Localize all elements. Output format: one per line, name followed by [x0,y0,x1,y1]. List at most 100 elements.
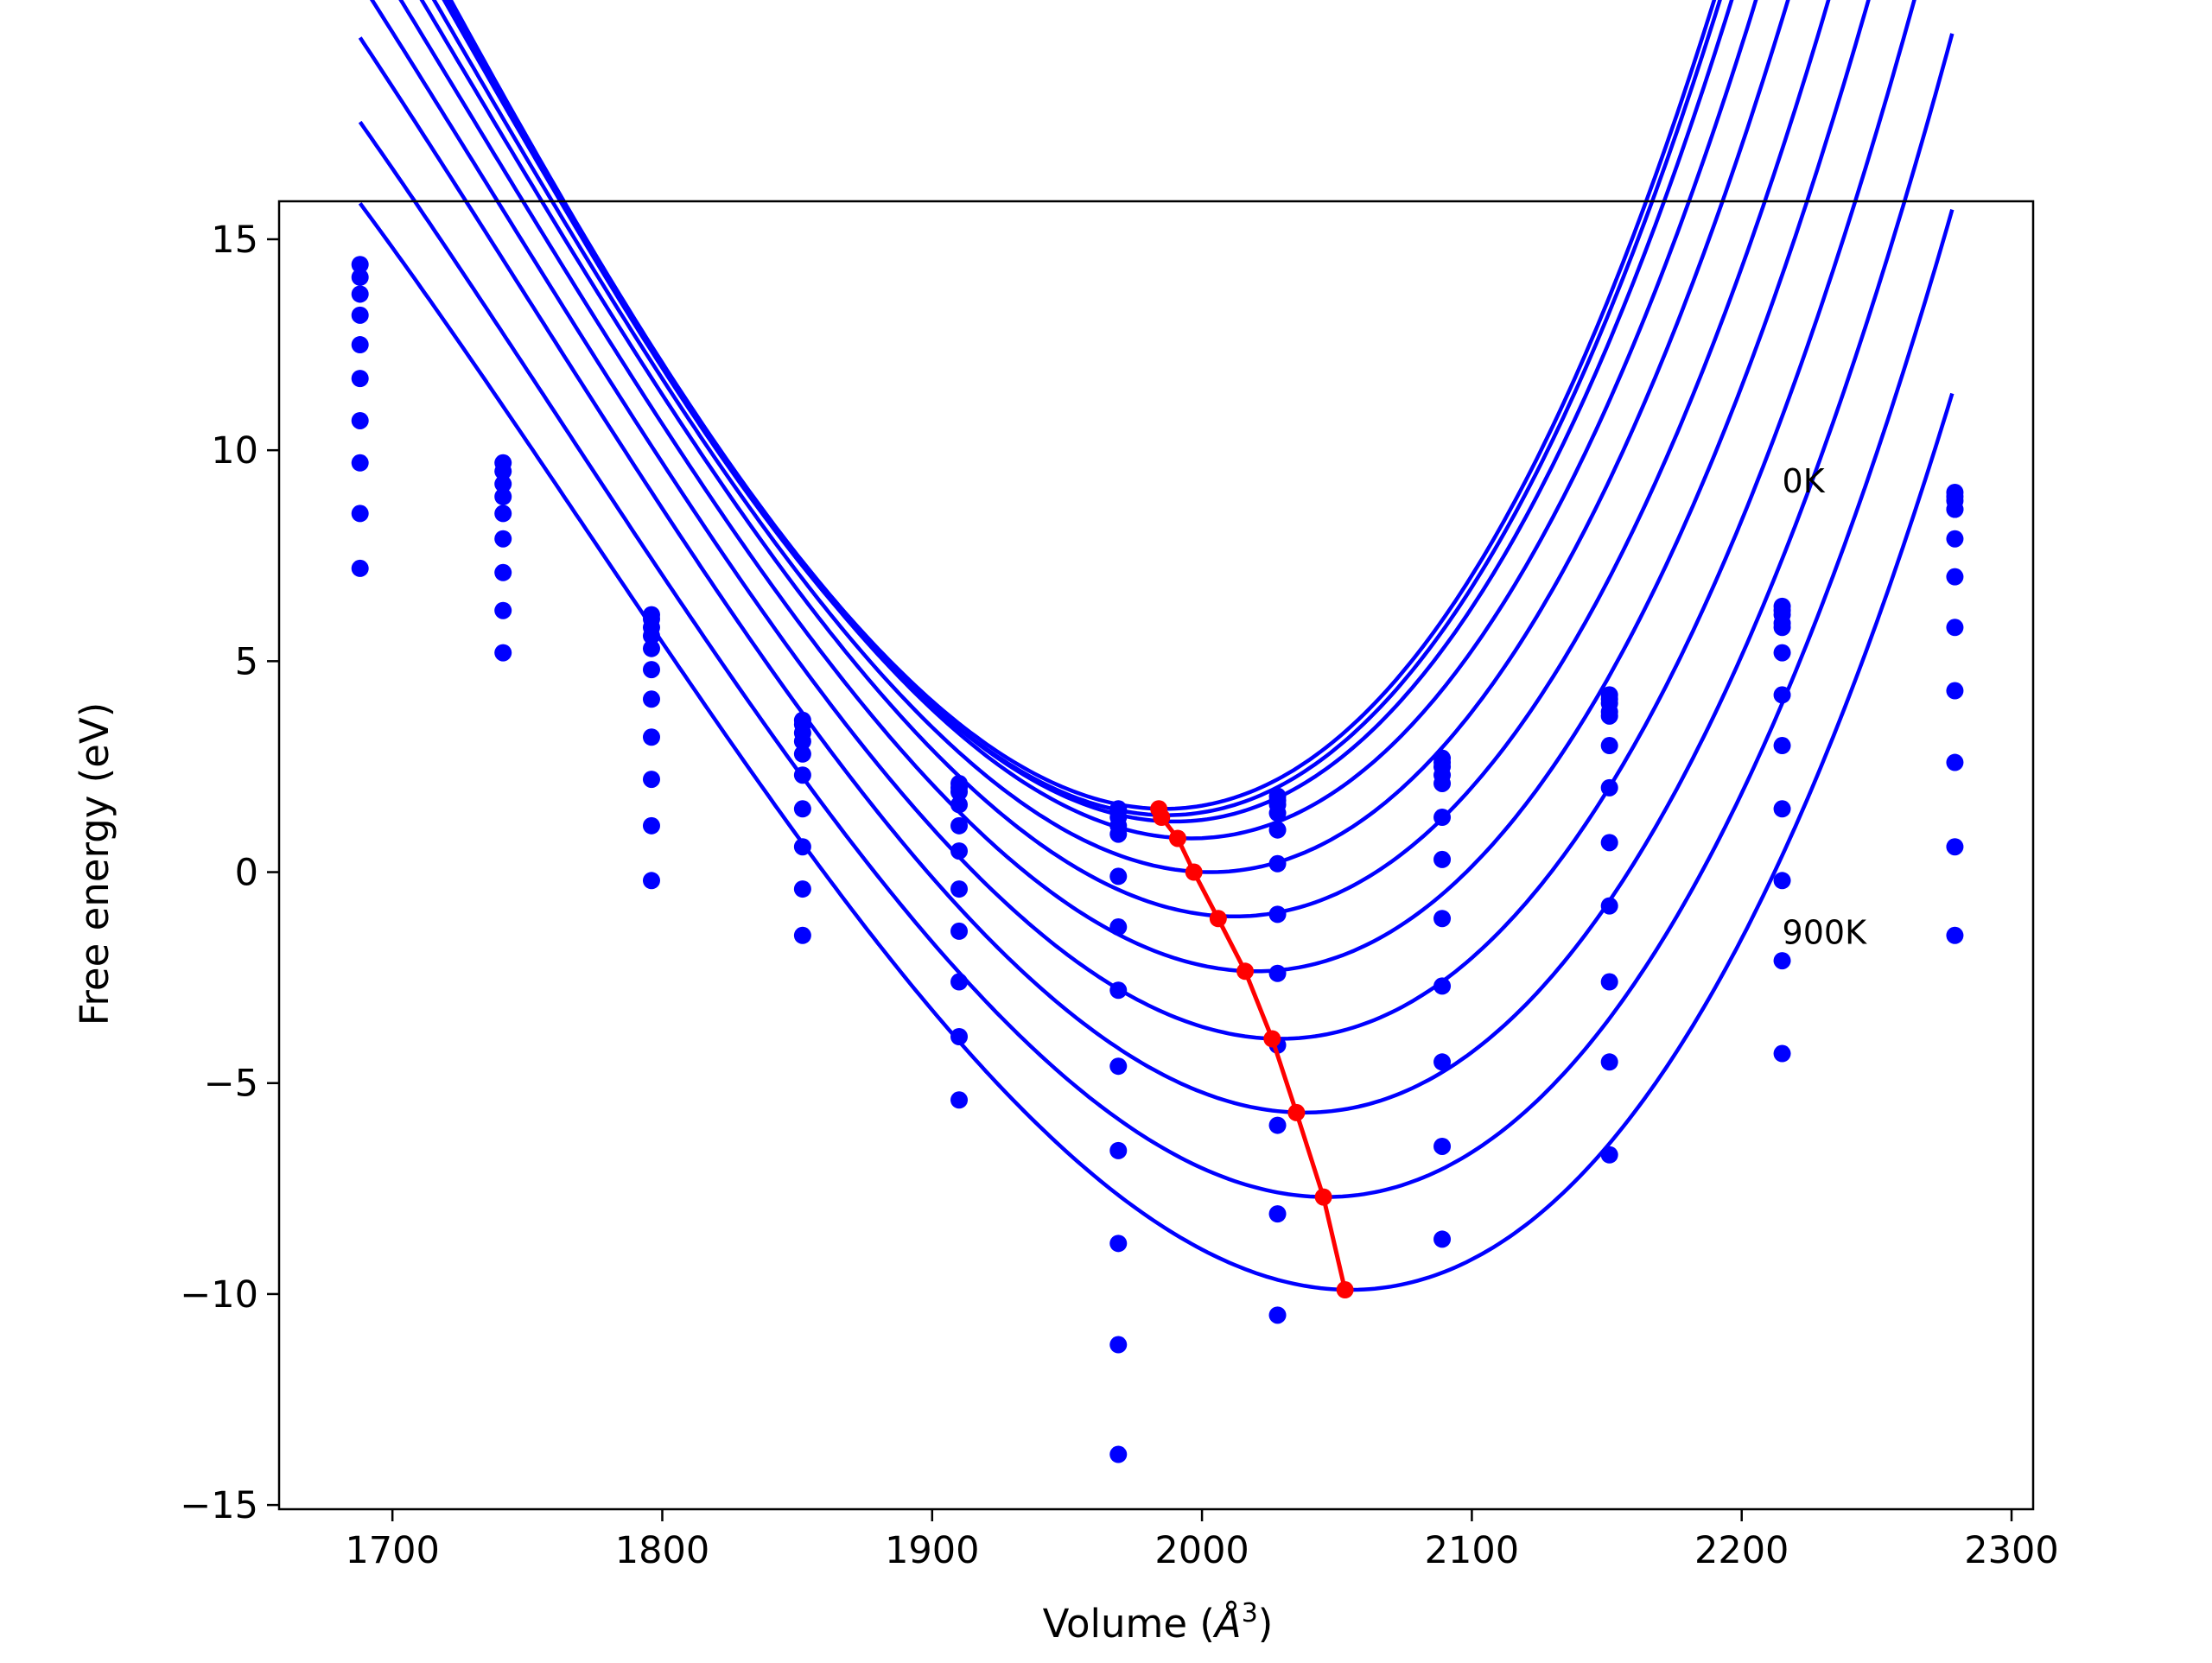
minima-layer [1150,800,1354,1299]
data-point [1773,619,1791,637]
data-point [1946,838,1964,856]
x-tick-label-1900: 1900 [885,1529,979,1572]
data-point [1600,834,1618,852]
data-point [642,661,660,679]
data-point [1109,1445,1128,1463]
data-point [351,370,369,388]
data-point [793,880,811,898]
data-point [1600,1053,1618,1071]
x-tick-label-1700: 1700 [345,1529,439,1572]
data-point [1268,1205,1287,1223]
data-point [1773,872,1791,890]
fit-curve-8 [358,33,1955,1115]
data-point [642,627,660,645]
plot-frame [277,200,2035,1511]
data-point [793,745,811,763]
annotations: 0K 900K [1783,462,1868,952]
annotation-0: 0K [1783,462,1826,500]
fit-curve-4 [431,0,1790,874]
data-point [1600,737,1618,755]
data-point [950,783,969,801]
data-point [1109,1141,1128,1159]
data-point [351,505,369,523]
data-point [1433,850,1452,868]
data-point [351,454,369,472]
data-point [1773,644,1791,662]
data-point [642,728,660,746]
fit-curve-9 [358,120,1955,1199]
x-tick-label-2100: 2100 [1425,1529,1519,1572]
data-point [950,796,969,814]
minima-point [1236,962,1255,981]
data-point [950,816,969,835]
data-point [351,559,369,577]
data-point [793,838,811,856]
data-point [793,733,811,751]
y-tick-label-15: 15 [211,219,258,262]
data-point [1433,1053,1452,1071]
curves-layer [358,0,1955,1292]
x-tick-label-2300: 2300 [1964,1529,2058,1572]
data-point [1773,686,1791,704]
y-axis-label: Free energy (eV) [72,702,118,1025]
minima-point [1263,1030,1281,1048]
x-axis-label-unit: Å [1212,1601,1242,1647]
fit-curve-6 [398,0,1871,974]
data-point [1433,1230,1452,1248]
data-point [1773,800,1791,818]
data-point [494,505,512,523]
minima-point [1314,1188,1332,1206]
data-point [1109,1057,1128,1076]
data-point [351,256,369,274]
data-point [494,462,512,480]
x-tick-label-2000: 2000 [1154,1529,1249,1572]
data-point [1773,952,1791,970]
data-point [793,766,811,784]
y-axis: −15 −10 −5 0 5 10 15 [180,219,279,1527]
data-point [1946,619,1964,637]
minima-point [1287,1103,1306,1121]
x-axis-label: Volume (Å3) [1043,1598,1274,1647]
data-point [1109,825,1128,843]
annotation-1: 900K [1783,914,1868,952]
x-axis: 1700 1800 1900 2000 2100 2200 2300 [345,1509,2059,1572]
data-point [1268,821,1287,839]
data-point [1946,682,1964,700]
data-point [351,336,369,354]
data-point [950,842,969,860]
y-tick-label--15: −15 [180,1484,258,1527]
data-point [1433,1137,1452,1155]
data-point [1433,910,1452,928]
data-point [642,872,660,890]
data-point [1433,809,1452,827]
minima-point [1168,829,1186,847]
data-point [950,922,969,940]
data-point [1109,867,1128,885]
x-axis-label-superscript: 3 [1242,1598,1258,1628]
minima-point [1209,910,1227,928]
data-point [950,973,969,991]
data-point [351,411,369,429]
data-point [1109,981,1128,1000]
data-point [1433,977,1452,995]
data-point [642,816,660,835]
data-point [1600,897,1618,915]
data-point [1268,1306,1287,1324]
data-point [1946,500,1964,518]
x-axis-label-main: Volume ( [1043,1601,1215,1647]
data-point [1433,774,1452,792]
fit-curve-3 [442,0,1758,841]
y-tick-label-5: 5 [235,640,258,683]
minima-point [1336,1281,1354,1299]
data-point [1600,973,1618,991]
data-point [494,475,512,493]
data-point [351,306,369,324]
data-point [1109,918,1128,936]
data-point [1268,905,1287,924]
data-point [1268,804,1287,822]
data-point [1773,737,1791,755]
y-tick-label-10: 10 [211,429,258,473]
data-point [494,601,512,619]
